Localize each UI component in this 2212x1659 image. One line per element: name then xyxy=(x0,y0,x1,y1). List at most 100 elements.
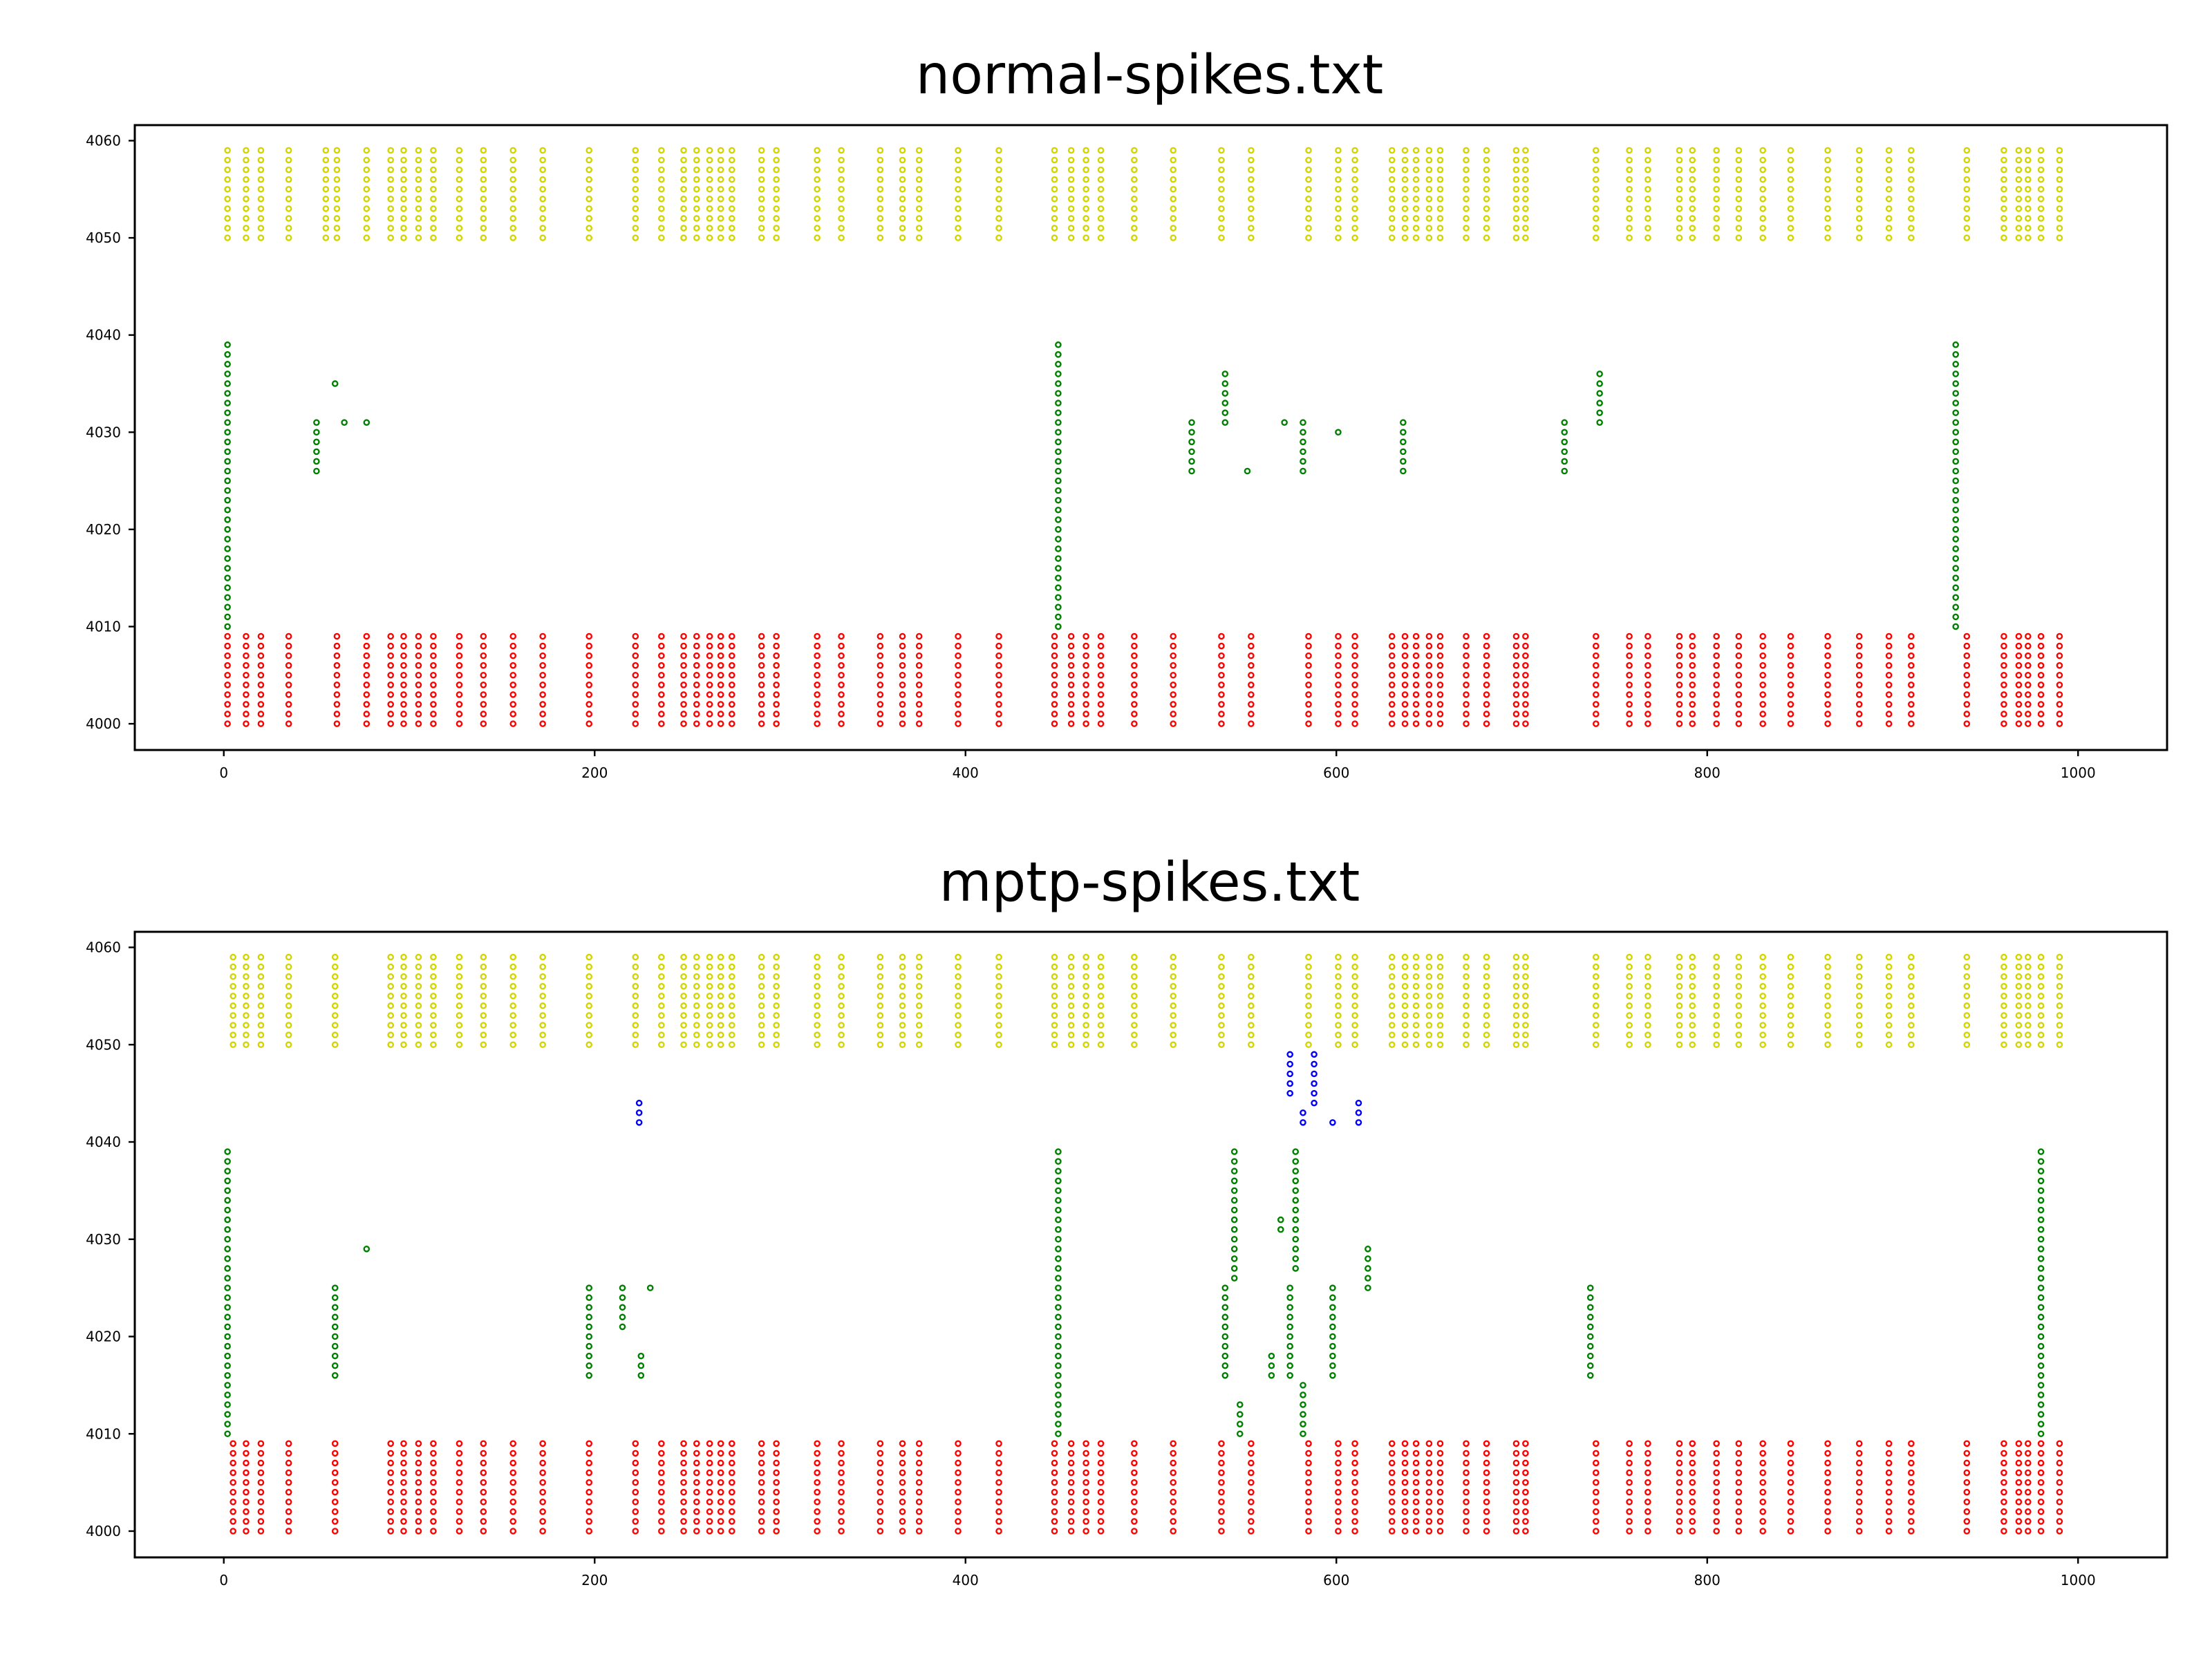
spike-point xyxy=(1483,652,1490,659)
spike-point xyxy=(1689,156,1696,164)
spike-point xyxy=(728,632,735,640)
spike-point xyxy=(758,225,765,232)
spike-point xyxy=(635,1099,643,1107)
spike-point xyxy=(1051,215,1058,222)
spike-point xyxy=(229,1031,236,1038)
spike-point xyxy=(224,623,231,630)
spike-point xyxy=(1522,701,1529,708)
spike-point xyxy=(363,196,371,203)
y-tick-label: 4010 xyxy=(86,1425,121,1442)
spike-point xyxy=(1351,1508,1358,1515)
spike-point xyxy=(1483,1469,1490,1477)
spike-point xyxy=(224,1255,231,1262)
spike-point xyxy=(1286,1304,1293,1311)
spike-point xyxy=(430,147,437,154)
spike-point xyxy=(1855,1479,1863,1486)
spike-point xyxy=(1644,720,1651,727)
spike-point xyxy=(995,1440,1002,1447)
spike-point xyxy=(1885,156,1893,164)
spike-point xyxy=(1221,1323,1229,1331)
spike-point xyxy=(1855,720,1863,727)
spike-point xyxy=(415,671,422,679)
spike-point xyxy=(838,993,845,1000)
spike-point xyxy=(331,1313,339,1321)
spike-point xyxy=(1689,963,1696,971)
spike-point xyxy=(899,632,906,640)
spike-point xyxy=(758,147,765,154)
spike-point xyxy=(1055,341,1062,348)
spike-point xyxy=(1787,1528,1794,1535)
spike-point xyxy=(758,642,765,650)
spike-point xyxy=(1676,1450,1683,1457)
spike-point xyxy=(2015,1488,2023,1496)
spike-point xyxy=(758,691,765,698)
spike-point xyxy=(1425,662,1433,669)
spike-point xyxy=(224,1216,231,1224)
spike-point xyxy=(1908,662,1915,669)
spike-point xyxy=(1082,196,1089,203)
spike-point xyxy=(1268,1372,1275,1379)
spike-point xyxy=(1689,652,1696,659)
spike-point xyxy=(1170,166,1177,174)
spike-point xyxy=(1400,467,1407,475)
spike-point xyxy=(2037,1313,2045,1321)
spike-point xyxy=(1689,1022,1696,1029)
spike-point xyxy=(585,682,593,688)
spike-point xyxy=(1787,215,1794,222)
spike-point xyxy=(877,701,884,708)
spike-point xyxy=(1292,1226,1300,1233)
spike-point xyxy=(773,993,780,1000)
spike-point xyxy=(1689,953,1696,961)
spike-point xyxy=(1522,156,1529,164)
spike-point xyxy=(1097,1450,1105,1457)
spike-point xyxy=(257,1488,265,1496)
spike-point xyxy=(1388,1459,1396,1467)
spike-point xyxy=(1855,973,1863,980)
spike-point xyxy=(2015,1041,2023,1049)
spike-point xyxy=(1335,166,1342,174)
spike-point xyxy=(773,1469,780,1477)
spike-point xyxy=(2056,691,2063,698)
spike-point xyxy=(430,1498,437,1506)
spike-point xyxy=(1097,1459,1105,1467)
spike-point xyxy=(1055,1323,1062,1331)
spike-point xyxy=(1824,720,1831,727)
spike-point xyxy=(2056,642,2063,650)
x-tick-label: 400 xyxy=(953,1572,979,1588)
spike-point xyxy=(773,701,780,708)
spike-point xyxy=(773,720,780,727)
spike-point xyxy=(1355,1109,1362,1116)
spike-point xyxy=(995,1031,1002,1038)
spike-point xyxy=(1131,953,1138,961)
spike-point xyxy=(1522,671,1529,679)
spike-point xyxy=(229,1450,236,1457)
spike-point xyxy=(1436,1479,1444,1486)
spike-point xyxy=(658,185,665,193)
spike-point xyxy=(2025,1012,2032,1019)
spike-point xyxy=(1425,147,1433,154)
spike-point xyxy=(1735,1440,1743,1447)
spike-point xyxy=(1644,196,1651,203)
spike-point xyxy=(1626,176,1633,183)
spike-point xyxy=(1592,983,1600,990)
spike-point xyxy=(915,1498,923,1506)
spike-point xyxy=(1512,1488,1520,1496)
spike-point xyxy=(995,1012,1002,1019)
spike-point xyxy=(585,973,593,980)
spike-point xyxy=(1735,1479,1743,1486)
spike-point xyxy=(1436,701,1444,708)
spike-point xyxy=(1388,1022,1396,1029)
spike-point xyxy=(680,632,687,640)
spike-point xyxy=(224,1284,231,1291)
spike-point xyxy=(1055,555,1062,562)
spike-point xyxy=(430,983,437,990)
spike-point xyxy=(333,632,341,640)
spike-point xyxy=(995,1459,1002,1467)
spike-point xyxy=(229,1469,236,1477)
spike-point xyxy=(1401,156,1409,164)
spike-point xyxy=(693,682,700,688)
spike-point xyxy=(1055,1168,1062,1175)
spike-point xyxy=(706,1041,713,1049)
spike-point xyxy=(387,185,394,193)
spike-point xyxy=(243,671,250,679)
